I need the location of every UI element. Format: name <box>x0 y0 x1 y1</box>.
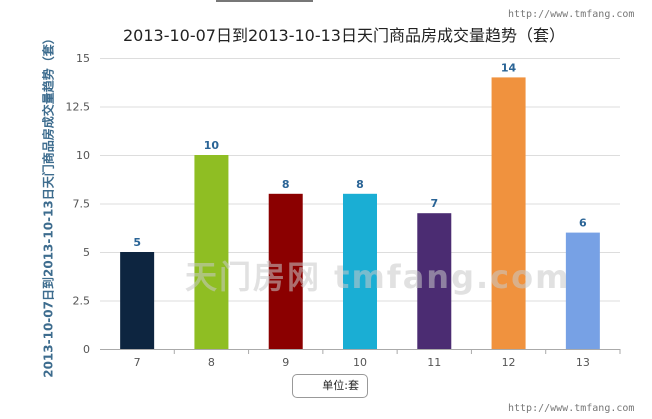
site-url-top: http://www.tmfang.com <box>508 9 635 20</box>
bar <box>491 77 526 350</box>
y-tick-label: 2.5 <box>73 295 91 308</box>
x-tick-label: 12 <box>502 356 516 369</box>
bar <box>268 193 303 349</box>
bar <box>120 252 155 349</box>
y-tick-label: 15 <box>76 52 90 65</box>
legend-unit[interactable]: 单位:套 <box>292 374 368 398</box>
y-tick-label: 10 <box>76 149 90 162</box>
site-url-bottom: http://www.tmfang.com <box>508 403 635 414</box>
y-tick-label: 5 <box>83 246 90 259</box>
x-tick-label: 8 <box>208 356 215 369</box>
bar <box>565 232 600 349</box>
y-tick-label: 0 <box>83 343 90 356</box>
data-label: 14 <box>501 61 517 74</box>
x-tick-label: 10 <box>353 356 367 369</box>
data-label: 8 <box>282 178 290 191</box>
data-label: 6 <box>579 217 587 230</box>
data-label: 8 <box>356 178 364 191</box>
bar <box>194 155 229 349</box>
bar <box>417 213 452 349</box>
watermark: 天门房网 tmfang.com <box>185 258 571 296</box>
y-tick-label: 12.5 <box>66 101 91 114</box>
data-label: 10 <box>204 139 220 152</box>
bar <box>343 193 377 349</box>
top-bar <box>216 0 313 2</box>
data-label: 7 <box>430 197 438 210</box>
x-tick-label: 11 <box>427 356 441 369</box>
y-tick-label: 7.5 <box>73 198 91 211</box>
data-label: 5 <box>133 236 141 249</box>
chart-title: 2013-10-07日到2013-10-13日天门商品房成交量趋势（套） <box>123 26 565 45</box>
x-tick-label: 9 <box>282 356 289 369</box>
x-tick-label: 7 <box>134 356 141 369</box>
x-tick-label: 13 <box>576 356 590 369</box>
